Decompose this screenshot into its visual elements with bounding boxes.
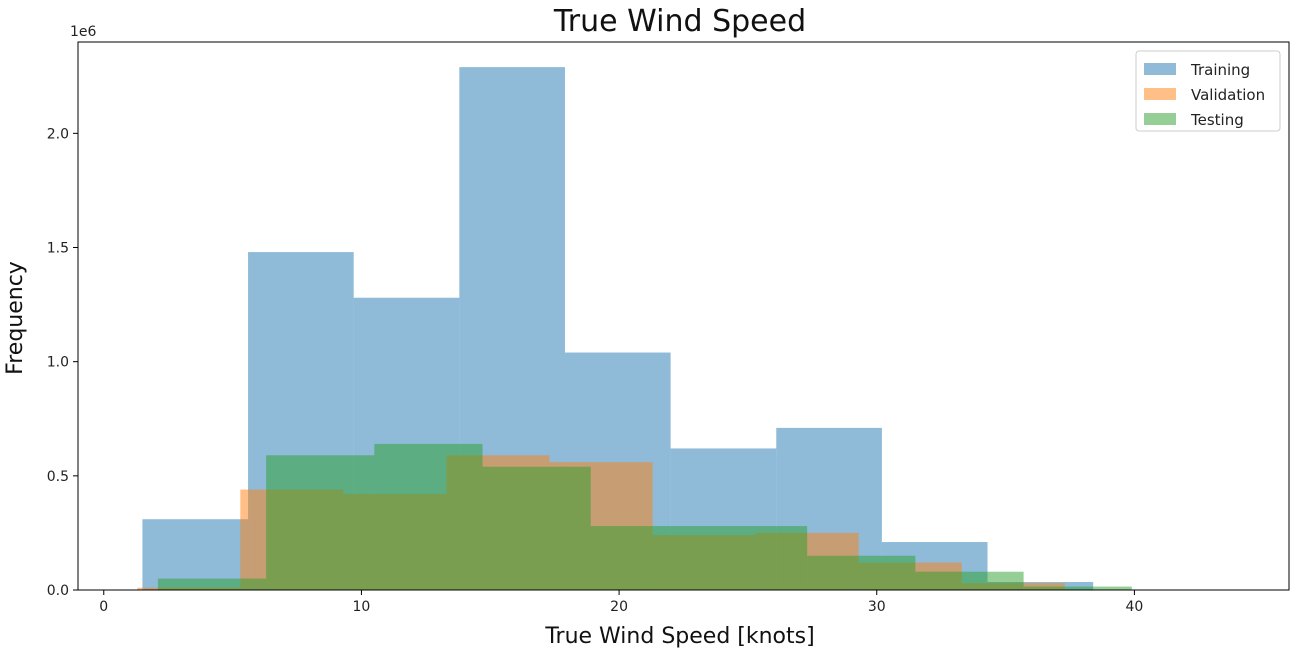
legend: Training Validation Testing [1135, 50, 1281, 132]
bar-testing-5 [698, 526, 808, 590]
y-tick-label: 0.0 [47, 583, 69, 599]
y-tick-label: 0.5 [47, 469, 69, 485]
x-tick-label: 40 [1125, 599, 1143, 615]
x-tick-label: 10 [353, 599, 371, 615]
bar-testing-7 [915, 571, 1024, 590]
y-axis-offset-label: 1e6 [70, 24, 97, 40]
plot-frame [77, 41, 1290, 591]
legend-swatch-testing [1144, 113, 1176, 125]
y-tick-label: 2.0 [47, 126, 69, 142]
chart-title: True Wind Speed [553, 4, 806, 39]
bar-testing-6 [807, 555, 916, 590]
x-tick-label: 0 [99, 599, 108, 615]
x-tick-label: 20 [610, 599, 628, 615]
plot-area [137, 67, 1132, 591]
bar-testing-2 [374, 443, 483, 590]
bar-testing-4 [590, 526, 699, 590]
bar-training-0 [142, 519, 249, 590]
legend-swatch-validation [1144, 88, 1176, 100]
x-axis-title: True Wind Speed [knots] [544, 624, 814, 649]
x-tick-label: 30 [868, 599, 886, 615]
legend-label-testing: Testing [1190, 111, 1244, 129]
legend-label-validation: Validation [1191, 86, 1265, 104]
bar-testing-1 [266, 455, 375, 590]
bar-testing-0 [157, 578, 267, 590]
series-testing [157, 443, 1132, 590]
y-axis-title: Frequency [3, 261, 28, 375]
bar-testing-8 [1023, 586, 1132, 590]
axes: 0 10 20 30 40 0.0 0.5 1.0 1.5 2.0 [47, 41, 1290, 615]
legend-label-training: Training [1190, 61, 1250, 79]
legend-swatch-training [1144, 63, 1176, 75]
bar-testing-3 [482, 466, 591, 590]
y-tick-label: 1.5 [47, 241, 69, 257]
y-tick-label: 1.0 [47, 355, 69, 371]
